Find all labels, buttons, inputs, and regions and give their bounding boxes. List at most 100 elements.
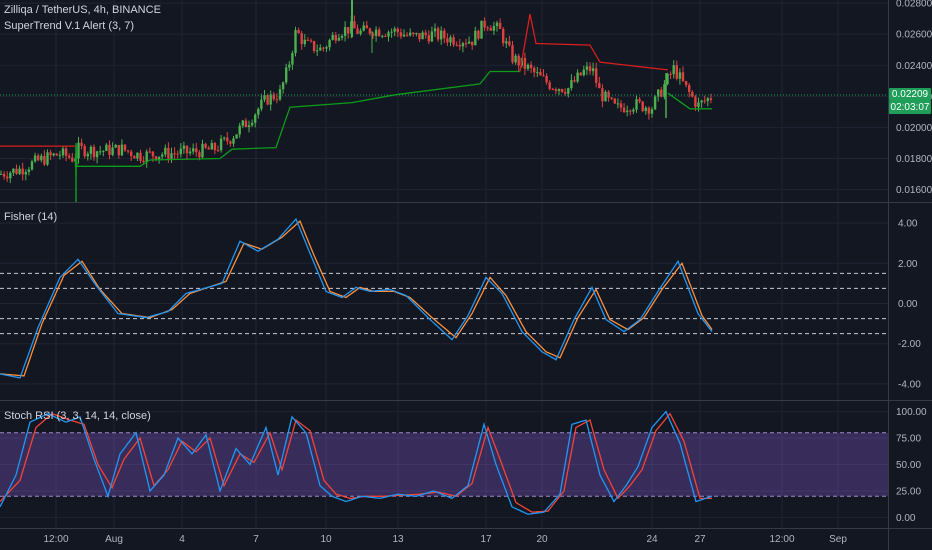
candle-body [2,173,6,177]
candle-body [660,89,663,97]
supertrend-legend[interactable]: SuperTrend V.1 Alert (3, 7) [4,20,135,32]
stoch-rsi-legend[interactable]: Stoch RSI (3, 3, 14, 14, close) [4,410,151,422]
candle-body [533,67,536,73]
candle-body [523,57,527,69]
bar-countdown: 02:03:07 [890,101,930,113]
candle-body [657,89,660,97]
candle-body [362,25,365,31]
candle-body [616,103,620,105]
candle-body [557,89,561,91]
stoch-band [0,432,888,497]
candle-body [216,150,220,152]
candle-body [390,31,393,33]
candle-body [337,37,341,41]
price-tick-label: 0.02000 [896,123,932,134]
candle-body [576,72,579,82]
candle-body [604,91,607,102]
time-tick-label: 13 [392,534,404,545]
fisher-trigger-line [0,219,713,377]
stoch-tick-label: 50.00 [896,460,921,471]
fisher-tick-label: -4.00 [898,379,921,390]
candle-body [514,55,517,63]
candle-body [49,152,52,156]
candle-body [257,108,260,115]
candle-body [0,173,3,175]
candle-body [477,30,480,39]
candle-body [548,82,551,89]
time-tick-label: 12:00 [769,534,794,545]
candle-body [219,138,223,151]
candle-body [250,122,254,126]
candle-body [412,32,415,34]
candle-body [192,148,195,152]
candle-body [483,20,486,28]
candle-body [61,148,65,156]
time-tick-label: 17 [480,534,492,545]
candle-body [641,101,644,112]
time-tick-label: Aug [105,534,123,545]
candle-body [678,72,682,79]
candle-body [71,157,74,162]
candle-body [21,168,24,175]
candle-body [610,97,613,99]
candle-body [340,35,344,38]
candle-body [502,28,505,44]
candle-body [706,98,709,102]
candle-body [207,147,210,150]
candle-body [204,143,207,148]
supertrend-down-line [519,13,669,72]
candle-body [449,37,452,43]
price-tick-label: 0.01800 [896,154,932,165]
candle-body [517,55,520,66]
candle-body [89,146,93,154]
candle-body [440,30,443,40]
candle-body [120,144,124,156]
candle-body [427,35,430,42]
candle-body [684,81,688,86]
candle-body [461,43,465,47]
price-tick-label: 0.02800 [896,0,932,10]
candle-body [635,99,638,110]
candle-body [694,96,697,107]
fisher-legend[interactable]: Fisher (14) [4,211,58,223]
candle-body [6,176,9,179]
candle-body [123,144,127,151]
candle-body [99,151,102,153]
candle-body [210,143,213,150]
candle-body [157,156,161,160]
candle-body [52,153,55,156]
candle-body [185,145,189,154]
candle-body [164,147,167,155]
candle-body [384,35,387,37]
candle-body [306,39,310,41]
candle-body [176,153,179,155]
candle-body [173,153,176,155]
candle-body [595,68,598,83]
supertrend-up-line [667,92,712,110]
candle-body [331,35,334,40]
candle-body [139,152,142,161]
time-tick-label: 4 [179,534,185,545]
candle-body [418,33,421,40]
candle-body [232,138,235,144]
symbol-title[interactable]: Zilliqa / TetherUS, 4h, BINANCE [4,4,161,16]
candle-body [681,72,685,82]
candle-body [213,143,217,151]
candle-body [117,144,120,156]
candle-body [591,68,595,72]
candle-body [415,33,418,35]
last-price-value: 0.02209 [891,88,929,100]
candle-body [368,28,372,34]
candle-body [539,72,542,76]
candle-body [43,155,46,165]
candle-body [27,169,31,172]
candle-body [629,110,632,112]
time-tick-label: 20 [536,534,548,545]
candle-body [309,40,313,42]
candle-body [148,151,151,153]
candle-body [471,41,474,46]
candle-body [669,73,672,75]
candle-body [130,151,133,157]
candle-body [272,94,275,100]
